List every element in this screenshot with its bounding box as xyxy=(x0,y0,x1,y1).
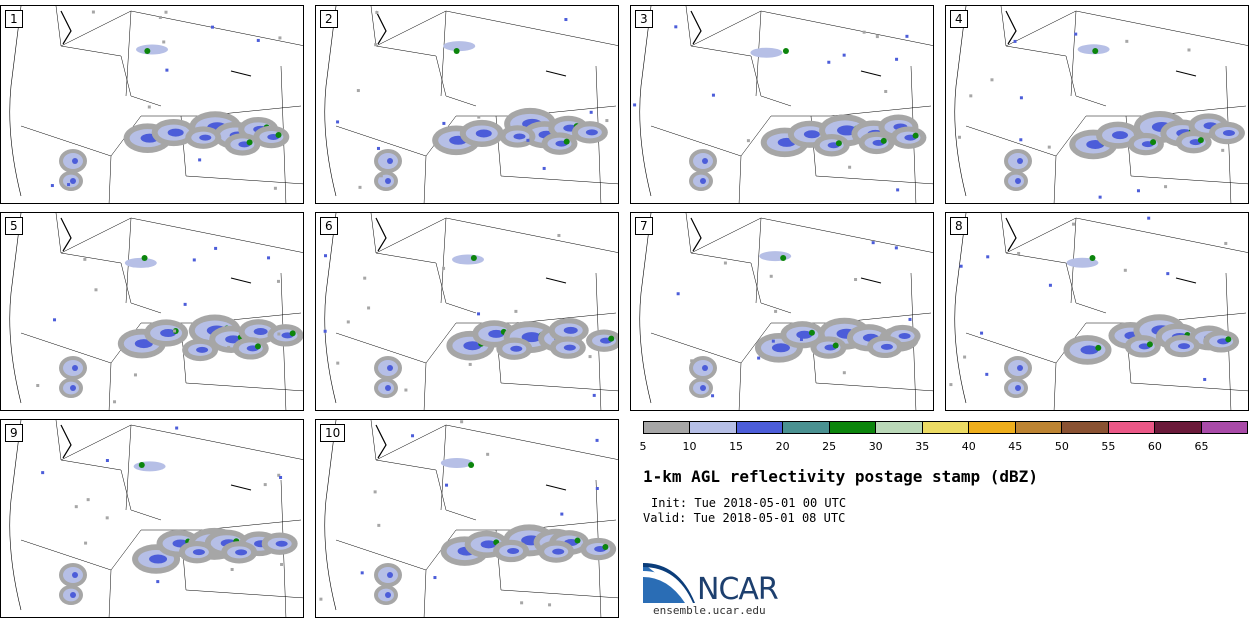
member-number-label: 5 xyxy=(5,217,23,235)
ensemble-member-panel: 7 xyxy=(630,212,934,411)
member-number-label: 9 xyxy=(5,424,23,442)
valid-time: Valid: Tue 2018-05-01 08 UTC xyxy=(643,511,846,525)
ensemble-member-panel: 10 xyxy=(315,419,619,618)
colorbar-swatch xyxy=(969,422,1016,433)
colorbar-swatch xyxy=(644,422,691,433)
colorbar-swatch xyxy=(829,422,877,433)
colorbar-tick-label: 55 xyxy=(1101,440,1116,453)
ensemble-member-panel: 2 xyxy=(315,5,619,204)
colorbar-swatch xyxy=(783,422,830,433)
init-time: Init: Tue 2018-05-01 00 UTC xyxy=(651,496,847,510)
ncar-logo-text: NCAR xyxy=(697,572,779,607)
colorbar-swatch xyxy=(1201,422,1248,433)
member-number-label: 2 xyxy=(320,10,338,28)
ensemble-member-panel: 1 xyxy=(0,5,304,204)
colorbar-tick-label: 35 xyxy=(915,440,930,453)
member-number-label: 6 xyxy=(320,217,338,235)
member-number-label: 3 xyxy=(635,10,653,28)
colorbar-swatch xyxy=(690,422,737,433)
ensemble-member-panel: 8 xyxy=(945,212,1249,411)
member-number-label: 4 xyxy=(950,10,968,28)
colorbar-tick-label: 30 xyxy=(868,440,883,453)
ncar-logo-icon xyxy=(643,563,695,603)
colorbar-swatch xyxy=(1108,422,1156,433)
colorbar-swatch xyxy=(1062,422,1109,433)
member-number-label: 1 xyxy=(5,10,23,28)
colorbar-tick-label: 15 xyxy=(729,440,744,453)
colorbar-swatch xyxy=(876,422,923,433)
colorbar-swatch xyxy=(736,422,784,433)
figure-title: 1-km AGL reflectivity postage stamp (dBZ… xyxy=(643,467,1038,486)
colorbar-tick-label: 50 xyxy=(1054,440,1069,453)
member-number-label: 10 xyxy=(320,424,346,442)
colorbar-tick-label: 65 xyxy=(1194,440,1209,453)
colorbar-tick-label: 5 xyxy=(639,440,647,453)
colorbar-tick-label: 10 xyxy=(682,440,697,453)
colorbar-tick-label: 20 xyxy=(775,440,790,453)
colorbar-tick-label: 60 xyxy=(1147,440,1162,453)
colorbar-tick-label: 25 xyxy=(822,440,837,453)
colorbar-swatch xyxy=(1015,422,1063,433)
colorbar-ticks: 5 10 15 20 25 30 35 40 45 50 55 60 65 xyxy=(639,440,1248,454)
ensemble-member-panel: 4 xyxy=(945,5,1249,204)
colorbar-tick-label: 40 xyxy=(961,440,976,453)
ensemble-member-panel: 3 xyxy=(630,5,934,204)
member-number-label: 7 xyxy=(635,217,653,235)
ncar-url: ensemble.ucar.edu xyxy=(653,604,766,617)
member-number-label: 8 xyxy=(950,217,968,235)
ensemble-member-panel: 9 xyxy=(0,419,304,618)
reflectivity-colorbar xyxy=(643,421,1248,434)
ensemble-member-panel: 6 xyxy=(315,212,619,411)
colorbar-swatch xyxy=(1155,422,1202,433)
colorbar-tick-label: 45 xyxy=(1008,440,1023,453)
colorbar-swatch xyxy=(922,422,970,433)
ensemble-member-panel: 5 xyxy=(0,212,304,411)
